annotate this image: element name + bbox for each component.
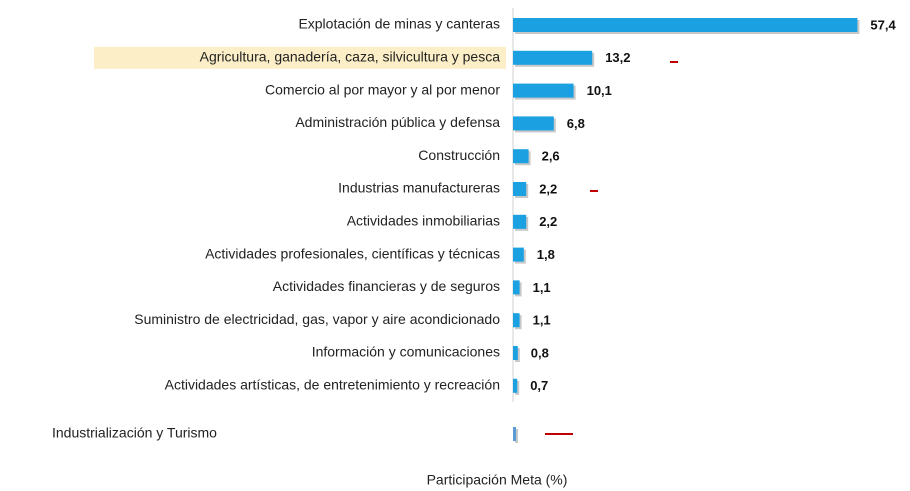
bar — [513, 83, 574, 98]
y-tick-label: Administración pública y defensa — [295, 114, 500, 130]
data-label: 57,4 — [870, 17, 896, 32]
y-tick-label: Construcción — [418, 147, 500, 163]
bar — [513, 214, 527, 229]
y-tick-label: Comercio al por mayor y al por menor — [265, 81, 500, 97]
data-label: 0,7 — [530, 378, 548, 393]
bar-shadow — [515, 429, 518, 443]
bar — [513, 116, 554, 131]
data-label: 1,1 — [533, 313, 551, 328]
bar — [513, 149, 529, 164]
y-tick-label: Actividades inmobiliarias — [347, 213, 500, 229]
data-label: 6,8 — [567, 116, 585, 131]
bar — [513, 247, 524, 262]
bar — [513, 346, 518, 360]
y-tick-label: Información y comunicaciones — [312, 344, 500, 360]
bar — [513, 50, 593, 65]
y-tick-label: Actividades profesionales, científicas y… — [205, 245, 500, 261]
y-tick-label: Actividades artísticas, de entretenimien… — [165, 377, 500, 393]
data-label: 1,1 — [533, 280, 551, 295]
bar — [513, 182, 527, 196]
category-highlight — [94, 46, 506, 69]
bar — [513, 427, 516, 441]
y-tick-label: Explotación de minas y canteras — [298, 16, 500, 32]
bar — [513, 378, 518, 393]
y-tick-label: Industrias manufactureras — [338, 180, 500, 196]
data-label: 2,2 — [539, 214, 557, 229]
data-label: 0,8 — [531, 345, 549, 360]
y-tick-label: Suministro de electricidad, gas, vapor y… — [134, 311, 500, 327]
bar — [513, 18, 858, 32]
data-label: 2,2 — [539, 181, 557, 196]
data-label: 13,2 — [605, 50, 630, 65]
data-label: 1,8 — [537, 247, 555, 262]
bar — [513, 313, 520, 328]
bar — [513, 280, 520, 295]
data-label: 10,1 — [587, 83, 612, 98]
y-tick-label: Agricultura, ganadería, caza, silvicultu… — [200, 49, 501, 65]
extra-row-label: Industrialización y Turismo — [52, 425, 217, 441]
y-tick-label: Actividades financieras y de seguros — [273, 278, 500, 294]
x-axis-label: Participación Meta (%) — [427, 472, 568, 488]
data-label: 2,6 — [542, 149, 560, 164]
